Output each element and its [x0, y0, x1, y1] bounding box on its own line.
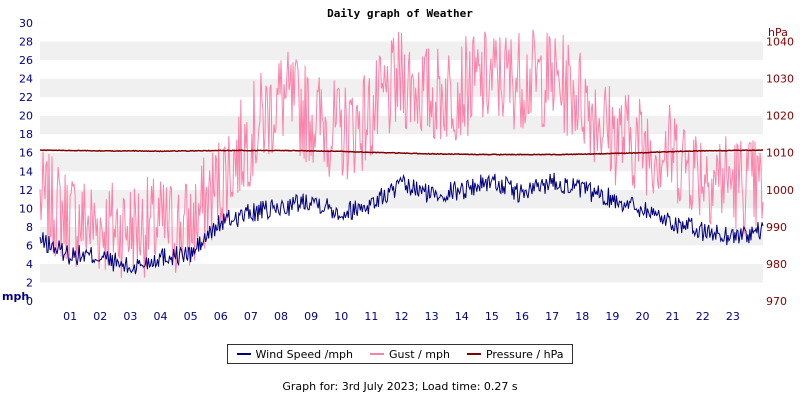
pressure-line: [39, 149, 764, 156]
x-tick-label: 02: [93, 310, 107, 323]
y-left-tick-label: 8: [26, 221, 33, 234]
x-tick-label: 08: [274, 310, 288, 323]
y-left-tick-label: 26: [19, 54, 33, 67]
grid-band: [40, 152, 763, 172]
legend: Wind Speed /mph Gust / mph Pressure / hP…: [227, 344, 573, 364]
y-left-tick-label: 2: [26, 276, 33, 289]
x-tick-label: 20: [636, 310, 650, 323]
y-left-tick-label: 24: [19, 73, 33, 86]
y-left-tick-label: 28: [19, 36, 33, 49]
x-tick-label: 03: [123, 310, 137, 323]
wind-speed-line: [39, 172, 764, 275]
x-tick-label: 05: [184, 310, 198, 323]
y-left-tick-label: 18: [19, 128, 33, 141]
y-left-tick-label: 12: [19, 184, 33, 197]
grid-band: [40, 23, 763, 42]
x-tick-label: 21: [666, 310, 680, 323]
legend-label-gust: Gust / mph: [389, 347, 450, 361]
y-left-tick-label: 14: [19, 165, 33, 178]
y-left-tick-label: 0: [26, 295, 33, 308]
y-left-tick-label: 16: [19, 147, 33, 160]
y-right-tick-label: 990: [766, 221, 787, 234]
legend-item-pressure: Pressure / hPa: [466, 347, 564, 361]
y-left-tick-label: 30: [19, 17, 33, 30]
x-tick-label: 23: [726, 310, 740, 323]
grid-band: [40, 115, 763, 135]
y-right-tick-label: 970: [766, 295, 787, 308]
x-tick-label: 12: [395, 310, 409, 323]
left-axis-unit: mph: [2, 290, 29, 303]
x-tick-label: 17: [545, 310, 559, 323]
legend-label-pressure: Pressure / hPa: [485, 347, 564, 361]
x-tick-label: 15: [485, 310, 499, 323]
legend-item-wind: Wind Speed /mph: [236, 347, 354, 361]
y-right-tick-label: 980: [766, 258, 787, 271]
x-tick-label: 16: [515, 310, 529, 323]
grid-band: [40, 245, 763, 264]
x-tick-label: 13: [425, 310, 439, 323]
pressure-series: [39, 149, 764, 156]
gust-swatch-icon: [370, 353, 385, 355]
x-tick-label: 11: [364, 310, 378, 323]
gust-line: [39, 29, 764, 278]
y-left-tick-label: 20: [19, 110, 33, 123]
right-axis-ticks: 970 980 990 1000 1010 1020 1030 1040: [766, 36, 794, 308]
grid-band: [40, 78, 763, 98]
legend-label-wind: Wind Speed /mph: [255, 347, 354, 361]
wind-swatch-icon: [236, 353, 251, 355]
y-left-tick-label: 4: [26, 258, 33, 271]
y-right-tick-label: 1020: [766, 110, 794, 123]
pressure-swatch-icon: [466, 353, 481, 355]
x-tick-label: 04: [154, 310, 168, 323]
grid-band: [40, 189, 763, 209]
y-right-tick-label: 1010: [766, 147, 794, 160]
x-tick-label: 18: [575, 310, 589, 323]
x-tick-label: 06: [214, 310, 228, 323]
y-right-tick-label: 1000: [766, 184, 794, 197]
x-tick-label: 14: [455, 310, 469, 323]
grid-band: [40, 134, 763, 153]
x-tick-label: 07: [244, 310, 258, 323]
grid-band: [40, 97, 763, 116]
y-left-tick-label: 10: [19, 202, 33, 215]
chart-title: Daily graph of Weather: [327, 7, 473, 20]
y-left-tick-label: 6: [26, 239, 33, 252]
y-right-tick-label: 1040: [766, 36, 794, 49]
right-axis-unit: hPa: [768, 26, 788, 39]
y-left-tick-label: 22: [19, 91, 33, 104]
grid-band: [40, 226, 763, 246]
x-axis-ticks: 01 02 03 04 05 06 07 08 09 10 11 12 13 14 15 16 17 18 19 20…: [63, 310, 740, 323]
y-right-tick-label: 1030: [766, 73, 794, 86]
wind-speed-series: [39, 172, 764, 275]
gust-series: [39, 29, 764, 278]
footer-text: Graph for: 3rd July 2023; Load time: 0.2…: [282, 380, 518, 393]
x-tick-label: 01: [63, 310, 77, 323]
x-tick-label: 22: [696, 310, 710, 323]
grid-band: [40, 263, 763, 283]
x-tick-label: 10: [334, 310, 348, 323]
grid-band: [40, 282, 763, 301]
x-tick-label: 09: [304, 310, 318, 323]
x-tick-label: 19: [605, 310, 619, 323]
legend-item-gust: Gust / mph: [370, 348, 450, 361]
